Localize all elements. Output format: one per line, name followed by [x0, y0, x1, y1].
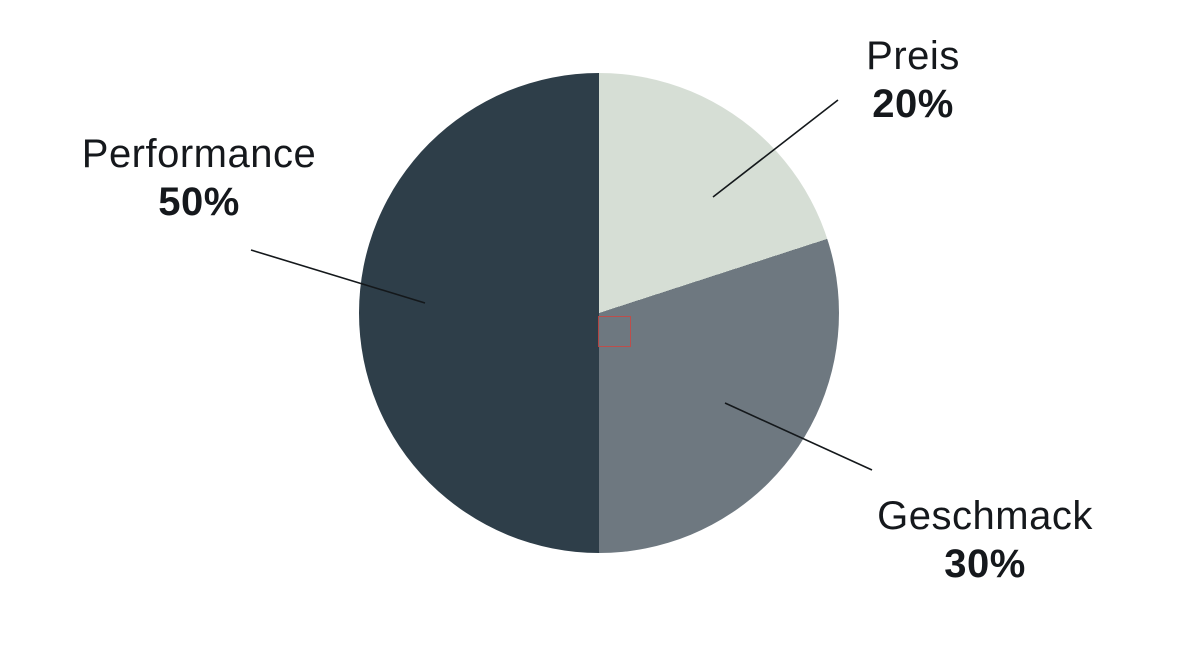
slice-name: Preis	[866, 34, 960, 78]
slice-label-performance: Performance 50%	[82, 130, 316, 226]
slice-name: Geschmack	[877, 494, 1093, 538]
pie-chart[interactable]	[359, 73, 839, 553]
slice-value: 50%	[158, 180, 240, 224]
slice-label-geschmack: Geschmack 30%	[877, 492, 1093, 588]
slice-value: 20%	[872, 82, 954, 126]
slice-name: Performance	[81, 132, 317, 176]
slice-value: 30%	[944, 542, 1026, 586]
selection-marker	[598, 316, 631, 347]
slice-label-preis: Preis 20%	[866, 32, 960, 128]
